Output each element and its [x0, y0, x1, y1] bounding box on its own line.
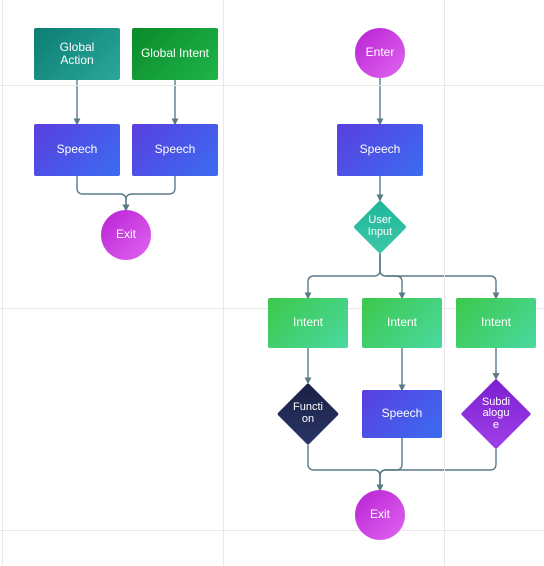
node-label: Function	[293, 402, 323, 425]
node-intent_2: Intent	[362, 298, 442, 348]
node-global_action: GlobalAction	[34, 28, 120, 80]
edge	[126, 176, 175, 210]
node-label: Speech	[153, 141, 198, 158]
edge	[380, 254, 496, 298]
edge	[380, 449, 496, 490]
node-label: Enter	[364, 44, 397, 61]
node-label: Global Intent	[139, 45, 211, 62]
edge	[77, 176, 126, 210]
node-subdialogue: Subdialogue	[471, 389, 521, 439]
grid-line	[0, 530, 544, 531]
node-label: GlobalAction	[58, 39, 97, 69]
node-exit_r: Exit	[355, 490, 405, 540]
node-label: Speech	[380, 405, 425, 422]
node-exit_l: Exit	[101, 210, 151, 260]
node-label: Intent	[385, 314, 419, 331]
edge	[308, 254, 380, 298]
node-label: Intent	[291, 314, 325, 331]
node-enter: Enter	[355, 28, 405, 78]
edge	[380, 438, 402, 490]
node-speech_l2: Speech	[132, 124, 218, 176]
node-user_input: UserInput	[361, 208, 399, 246]
node-label: Exit	[114, 226, 138, 243]
node-label: Subdialogue	[482, 397, 510, 432]
node-label: UserInput	[368, 215, 392, 238]
node-label: Speech	[55, 141, 100, 158]
node-speech_b: Speech	[362, 390, 442, 438]
node-label: Intent	[479, 314, 513, 331]
edge	[308, 445, 380, 490]
node-label: Speech	[358, 141, 403, 158]
grid-line	[0, 85, 544, 86]
node-label: Exit	[368, 506, 392, 523]
node-function: Function	[286, 392, 330, 436]
node-speech_r1: Speech	[337, 124, 423, 176]
node-speech_l1: Speech	[34, 124, 120, 176]
node-intent_3: Intent	[456, 298, 536, 348]
node-intent_1: Intent	[268, 298, 348, 348]
node-global_intent: Global Intent	[132, 28, 218, 80]
